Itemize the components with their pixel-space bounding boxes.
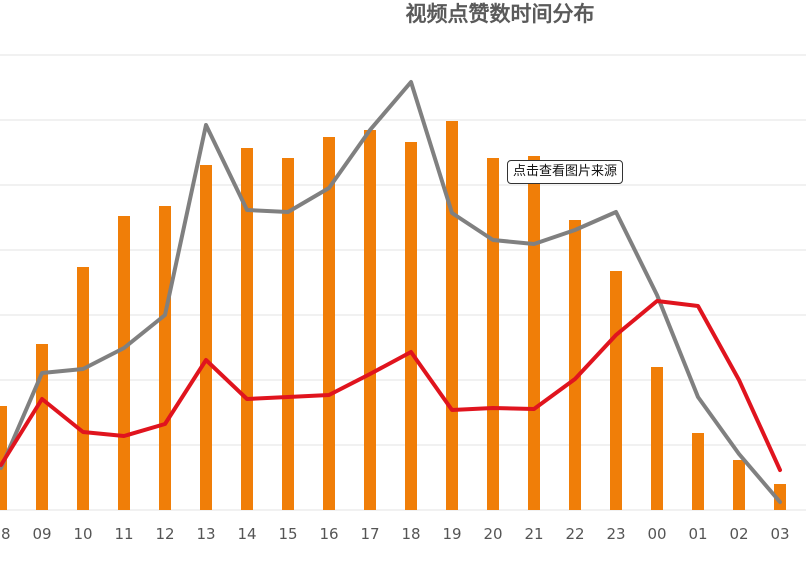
bar-13 [200, 165, 212, 510]
bar-21 [528, 156, 540, 510]
bar-18 [405, 142, 417, 510]
gridlines [0, 54, 806, 511]
x-tick-label: 16 [319, 525, 338, 543]
x-tick-label: 23 [606, 525, 625, 543]
x-tick-label: 03 [770, 525, 789, 543]
x-tick-label: 02 [729, 525, 748, 543]
x-tick-label: 10 [73, 525, 92, 543]
x-tick-label: 21 [524, 525, 543, 543]
x-tick-label: 01 [688, 525, 707, 543]
x-tick-label: 11 [114, 525, 133, 543]
x-tick-label: 20 [483, 525, 502, 543]
bar-12 [159, 206, 171, 510]
x-tick-label: 15 [278, 525, 297, 543]
x-tick-label: 09 [32, 525, 51, 543]
bar-00 [651, 367, 663, 510]
x-tick-label: 14 [237, 525, 256, 543]
bar-15 [282, 158, 294, 510]
bar-23 [610, 271, 622, 510]
gray-line-series [0, 80, 782, 504]
line-series [0, 80, 782, 504]
view-image-source-button[interactable]: 点击查看图片来源 [507, 160, 624, 184]
x-axis-ticks: 08 09 10 11 12 13 14 15 16 17 18 19 20 21 22 23 00 01 02 03 [0, 525, 790, 543]
bar-11 [118, 216, 130, 510]
bar-19 [446, 121, 458, 510]
bar-16 [323, 137, 335, 510]
x-tick-label: 17 [360, 525, 379, 543]
bar-09 [36, 344, 48, 510]
x-tick-label: 13 [196, 525, 215, 543]
bar-17 [364, 130, 376, 510]
x-tick-label: 00 [647, 525, 666, 543]
bar-20 [487, 158, 499, 510]
x-tick-label: 08 [0, 525, 11, 543]
chart-title: 视频点赞数时间分布 [406, 2, 595, 26]
red-line-series [0, 299, 782, 472]
bar-01 [692, 433, 704, 510]
bar-10 [77, 267, 89, 510]
bar-02 [733, 460, 745, 510]
bar-14 [241, 148, 253, 510]
x-tick-label: 12 [155, 525, 174, 543]
bar-03 [774, 484, 786, 510]
x-tick-label: 22 [565, 525, 584, 543]
bar-22 [569, 220, 581, 510]
x-tick-label: 19 [442, 525, 461, 543]
x-tick-label: 18 [401, 525, 420, 543]
